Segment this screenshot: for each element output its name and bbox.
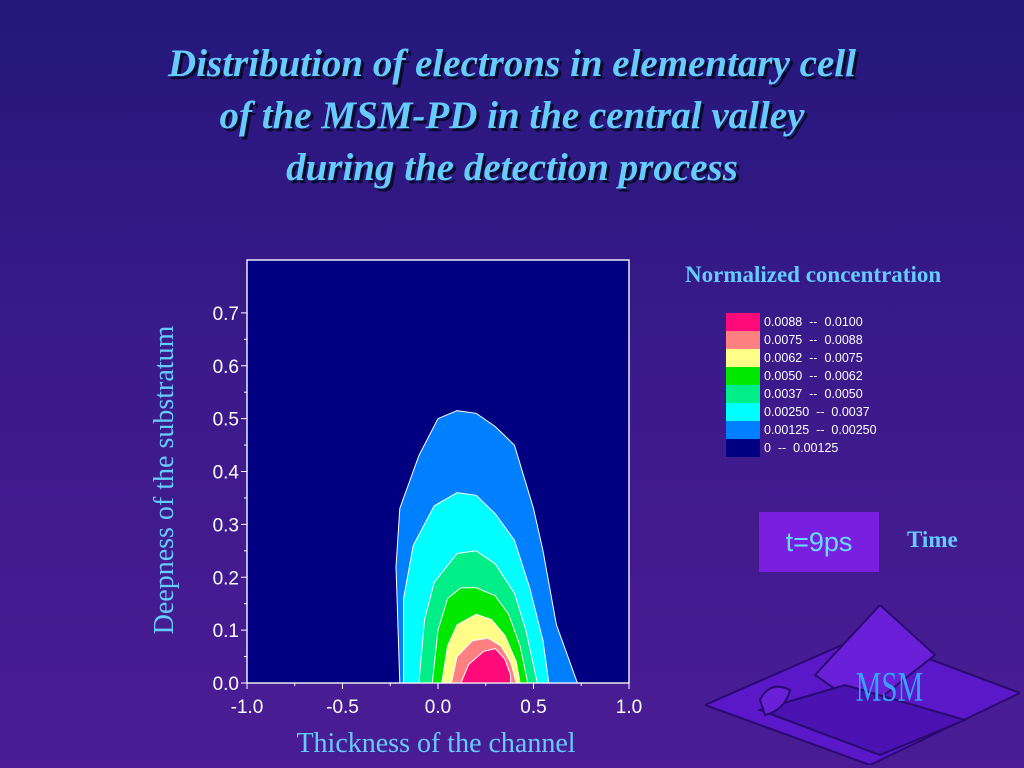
legend-title: Normalized concentration [685, 262, 942, 287]
legend-swatch [726, 385, 760, 403]
time-label: Time [907, 527, 958, 552]
legend-label: 0.0062 -- 0.0075 [764, 351, 863, 365]
y-tick-label: 0.6 [213, 357, 239, 378]
title-line-3: during the detection process [286, 146, 738, 189]
legend-item: 0.0050 -- 0.0062 [726, 367, 877, 385]
x-tick-label: -1.0 [231, 697, 264, 718]
y-tick-label: 0.5 [213, 410, 239, 431]
logo-scroll [758, 685, 792, 717]
legend-label: 0.00125 -- 0.00250 [764, 423, 877, 437]
legend-swatch [726, 367, 760, 385]
title-line-1: Distribution of electrons in elementary … [168, 42, 856, 85]
contour-region [460, 648, 512, 684]
y-axis-label: Deepness of the substratum [149, 325, 180, 635]
legend-swatch [726, 313, 760, 331]
legend-item: 0.00250 -- 0.0037 [726, 403, 877, 421]
x-axis-label: Thickness of the channel [296, 728, 576, 759]
y-tick-label: 0.7 [213, 304, 239, 325]
legend-item: 0.0088 -- 0.0100 [726, 313, 877, 331]
slide-title: Distribution of electrons in elementary … [0, 38, 1024, 194]
y-tick-label: 0.2 [213, 568, 239, 589]
title-line-2: of the MSM-PD in the central valley [219, 94, 805, 137]
x-tick-label: 0.0 [425, 697, 451, 718]
legend-swatch [726, 403, 760, 421]
time-value-box: t=9ps [759, 512, 879, 572]
legend-label: 0.0088 -- 0.0100 [764, 315, 863, 329]
legend-item: 0 -- 0.00125 [726, 439, 877, 457]
legend-item: 0.0062 -- 0.0075 [726, 349, 877, 367]
legend-label: 0.00250 -- 0.0037 [764, 405, 870, 419]
legend-swatch [726, 331, 760, 349]
y-tick-label: 0.1 [213, 621, 239, 642]
legend-label: 0 -- 0.00125 [764, 441, 839, 455]
y-tick-label: 0.4 [213, 463, 240, 484]
x-tick-label: 1.0 [616, 697, 642, 718]
legend-label: 0.0075 -- 0.0088 [764, 333, 863, 347]
msm-logo: MSM [705, 605, 1020, 765]
legend-swatch [726, 349, 760, 367]
legend: 0.0088 -- 0.0100 0.0075 -- 0.0088 0.0062 -… [726, 313, 877, 457]
legend-item: 0.0037 -- 0.0050 [726, 385, 877, 403]
legend-label: 0.0050 -- 0.0062 [764, 369, 863, 383]
y-tick-label: 0.3 [213, 515, 239, 536]
logo-book [756, 683, 969, 757]
legend-label: 0.0037 -- 0.0050 [764, 387, 863, 401]
legend-swatch [726, 439, 760, 457]
x-tick-label: 0.5 [520, 697, 546, 718]
logo-text: MSM [856, 664, 923, 711]
legend-item: 0.00125 -- 0.00250 [726, 421, 877, 439]
x-tick-label: -0.5 [326, 697, 359, 718]
legend-item: 0.0075 -- 0.0088 [726, 331, 877, 349]
legend-swatch [726, 421, 760, 439]
y-tick-label: 0.0 [213, 674, 239, 695]
